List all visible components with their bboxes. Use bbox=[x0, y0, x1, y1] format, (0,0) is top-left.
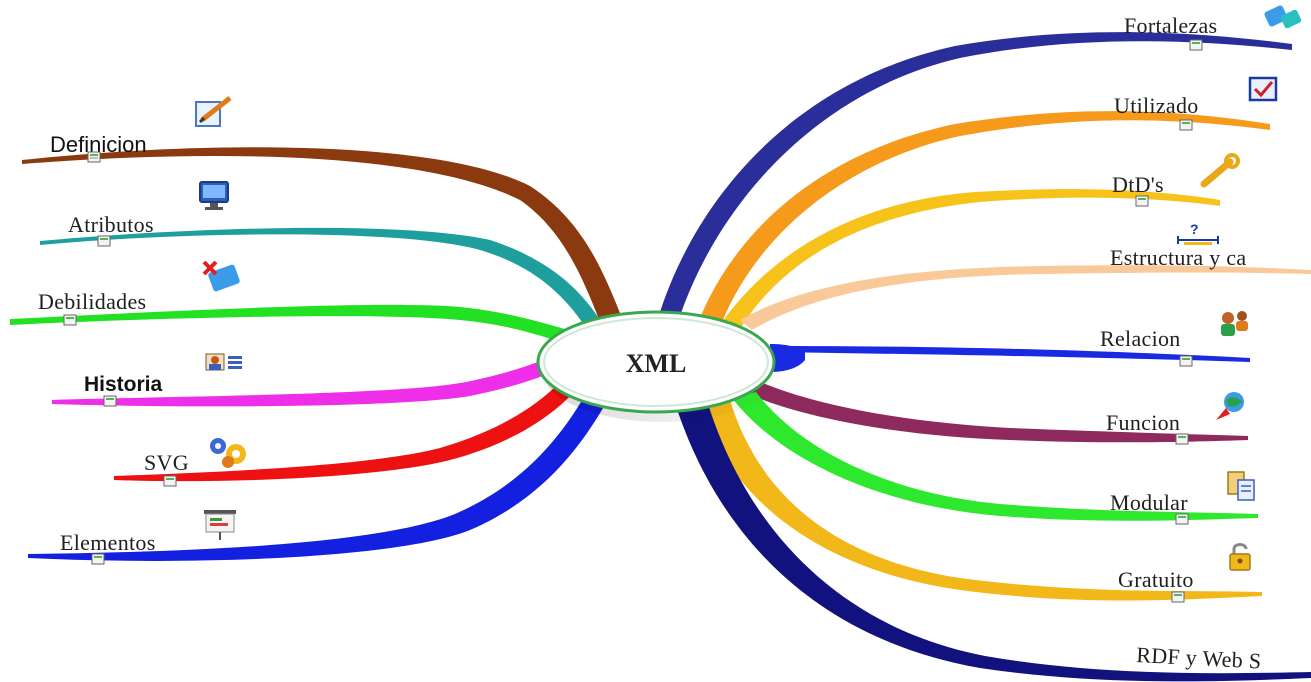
branch-ribbon bbox=[722, 189, 1220, 326]
branch-label: DtD's bbox=[1112, 172, 1164, 197]
globe-arrow-icon bbox=[1216, 392, 1244, 420]
branch-label: Atributos bbox=[68, 212, 154, 237]
documents-icon bbox=[1227, 471, 1255, 501]
note-icon bbox=[103, 395, 117, 407]
svg-text:?: ? bbox=[1190, 221, 1199, 237]
branch-label: Estructura y ca bbox=[1110, 245, 1246, 270]
branch-ribbon bbox=[700, 400, 1262, 601]
branch-label: SVG bbox=[144, 450, 189, 475]
wrench-icon bbox=[1200, 153, 1240, 188]
central-node[interactable]: XML bbox=[536, 310, 782, 422]
note-icon bbox=[1179, 355, 1193, 367]
monitor-icon bbox=[199, 181, 229, 210]
note-icon bbox=[1175, 513, 1189, 525]
branch-ribbon bbox=[10, 304, 575, 346]
branch-definicion[interactable]: Definicion bbox=[22, 96, 622, 322]
checkbox-icon bbox=[1248, 76, 1278, 102]
puzzle-icon bbox=[1264, 5, 1302, 29]
branch-label: Utilizado bbox=[1114, 93, 1199, 118]
branch-label: Relacion bbox=[1100, 326, 1181, 351]
branch-label: Gratuito bbox=[1118, 567, 1194, 592]
branch-ribbon bbox=[114, 382, 574, 482]
note-icon bbox=[1171, 591, 1185, 603]
note-icon bbox=[1179, 119, 1193, 131]
people-icon bbox=[1221, 311, 1248, 336]
branch-utilizado[interactable]: Utilizado bbox=[700, 76, 1278, 323]
branch-historia[interactable]: Historia bbox=[52, 353, 562, 407]
central-node-bubble bbox=[536, 310, 776, 414]
padlock-icon bbox=[1229, 543, 1251, 571]
branch-label: Elementos bbox=[60, 530, 156, 555]
branch-label: Fortalezas bbox=[1124, 13, 1217, 38]
branch-label: Modular bbox=[1110, 490, 1188, 515]
branch-relacion[interactable]: Relacion bbox=[770, 311, 1250, 372]
branch-modular[interactable]: Modular bbox=[732, 392, 1258, 525]
measure-question-icon: ? bbox=[1177, 221, 1219, 245]
branch-gratuito[interactable]: Gratuito bbox=[700, 400, 1262, 603]
branch-ribbon bbox=[744, 380, 1248, 443]
branch-dtds[interactable]: DtD's bbox=[722, 153, 1240, 326]
note-icon bbox=[1189, 39, 1203, 51]
branch-label: RDF y Web S bbox=[1136, 642, 1262, 674]
note-icon bbox=[97, 235, 111, 247]
note-icon bbox=[1175, 433, 1189, 445]
person-card-icon bbox=[205, 353, 242, 371]
branch-label: Debilidades bbox=[38, 289, 146, 314]
note-icon bbox=[163, 475, 177, 487]
branch-atributos[interactable]: Atributos bbox=[40, 181, 600, 326]
branch-ribbon bbox=[740, 265, 1311, 330]
puzzle-x-icon bbox=[202, 260, 240, 292]
note-icon bbox=[1135, 195, 1149, 207]
branch-ribbon bbox=[52, 354, 562, 407]
central-node-label: XML bbox=[626, 349, 687, 378]
branch-fortalezas[interactable]: Fortalezas bbox=[660, 5, 1302, 316]
branch-label: Historia bbox=[84, 373, 163, 396]
branch-ribbon bbox=[28, 390, 610, 561]
branch-estructura[interactable]: Estructura y ca ? bbox=[740, 221, 1311, 330]
gears-icon bbox=[210, 438, 246, 468]
note-icon bbox=[63, 314, 77, 326]
branch-elementos[interactable]: Elementos bbox=[28, 390, 610, 565]
branch-debilidades[interactable]: Debilidades bbox=[10, 260, 575, 346]
branch-svg[interactable]: SVG bbox=[114, 382, 574, 487]
note-icon bbox=[87, 151, 101, 163]
branch-label: Funcion bbox=[1106, 410, 1180, 435]
branch-ribbon bbox=[40, 227, 600, 326]
edit-pencil-icon bbox=[195, 96, 232, 127]
branch-ribbon bbox=[770, 346, 1250, 362]
branch-ribbon bbox=[676, 404, 1311, 682]
branch-rdf[interactable]: RDF y Web S bbox=[676, 404, 1311, 682]
presentation-icon bbox=[204, 510, 236, 540]
branch-funcion[interactable]: Funcion bbox=[744, 380, 1248, 445]
note-icon bbox=[91, 553, 105, 565]
